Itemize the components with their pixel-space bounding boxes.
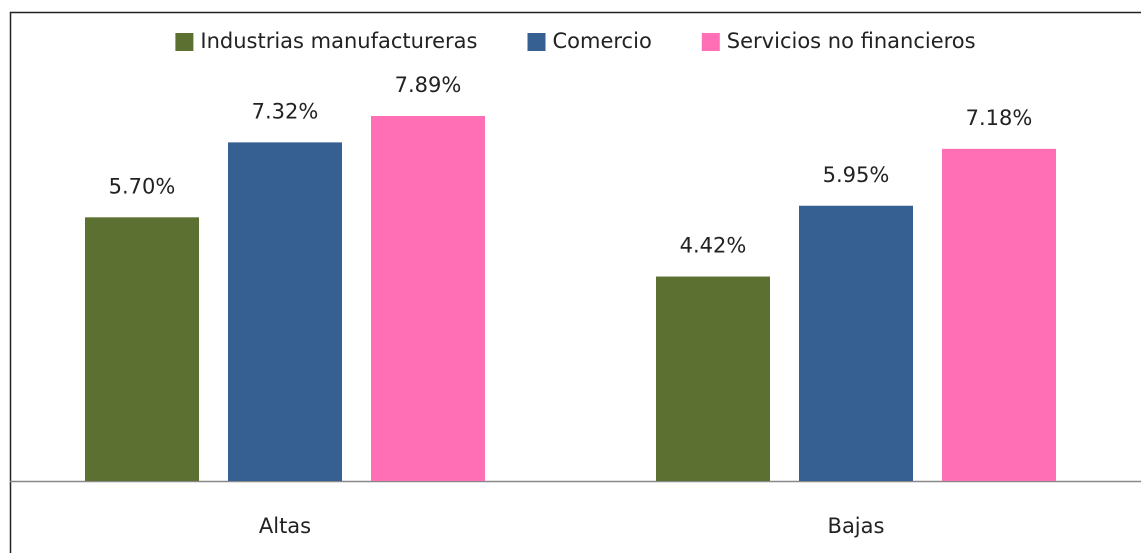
x-tick-label: Bajas <box>828 514 885 538</box>
bar <box>371 116 485 481</box>
bar <box>85 217 199 481</box>
bar <box>656 276 770 481</box>
bar <box>228 142 342 481</box>
legend-label: Servicios no financieros <box>727 29 976 53</box>
legend-swatch <box>175 33 194 51</box>
value-label: 4.42% <box>680 234 747 258</box>
legend-swatch <box>701 33 720 51</box>
legend-swatch <box>527 33 546 51</box>
value-label: 5.95% <box>823 163 890 187</box>
legend-label: Comercio <box>553 29 652 53</box>
bar <box>942 148 1056 481</box>
bar <box>799 205 913 482</box>
legend-label: Industrias manufactureras <box>200 29 477 53</box>
value-label: 7.32% <box>252 99 319 123</box>
x-tick-label: Altas <box>259 514 311 538</box>
value-label: 7.89% <box>395 73 462 97</box>
value-label: 5.70% <box>109 174 176 198</box>
value-label: 7.18% <box>966 106 1033 130</box>
